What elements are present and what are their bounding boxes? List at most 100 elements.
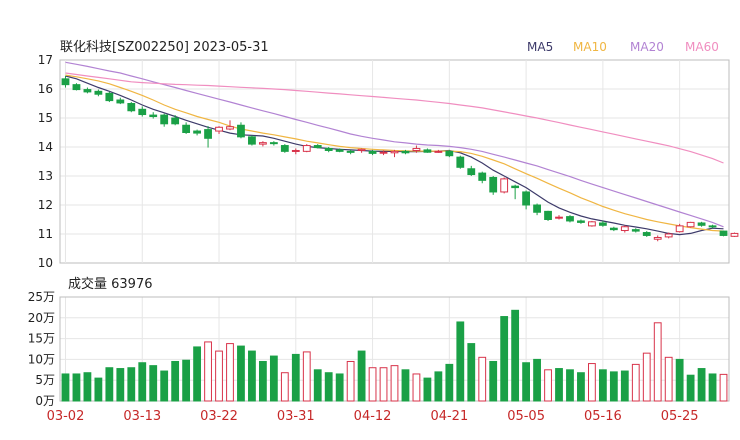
price-y-axis: 10 11 12 13 14 15 16 17 (38, 53, 53, 270)
volume-bar (193, 346, 201, 402)
volume-bar (686, 374, 695, 402)
volume-bar (324, 372, 333, 402)
price-tick-label: 13 (38, 169, 53, 183)
candle-body (357, 148, 366, 151)
volume-bar (302, 351, 311, 402)
date-tick-label: 05-05 (507, 409, 545, 424)
candle-body (138, 108, 147, 116)
volume-bar (182, 359, 191, 402)
candle-body (445, 150, 454, 157)
candle-body (489, 176, 498, 193)
candle-body (149, 114, 158, 118)
candle-body (72, 84, 81, 91)
candle-body (467, 168, 476, 176)
volume-bar (72, 373, 81, 402)
candle-body (555, 216, 563, 219)
legend-ma10: MA10 (573, 40, 607, 54)
volume-bar (588, 363, 596, 402)
date-tick-label: 04-21 (430, 409, 468, 424)
candle-body (379, 151, 388, 154)
volume-bar (675, 358, 684, 402)
candle-body (566, 216, 574, 222)
volume-bar (269, 355, 278, 402)
candle-body (346, 150, 355, 153)
candle-body (412, 147, 421, 151)
volume-bar (412, 373, 421, 402)
date-tick-label: 04-12 (354, 409, 392, 424)
volume-bar (226, 343, 234, 402)
candle-body (390, 150, 399, 154)
moving-average-lines (65, 61, 724, 236)
volume-bar (642, 352, 651, 402)
volume-bar (620, 370, 629, 402)
date-axis: 03-02 03-13 03-22 03-31 04-12 04-21 05-05 05-16… (47, 409, 699, 424)
volume-bar (204, 341, 212, 402)
volume-bars (61, 309, 728, 402)
volume-bar (149, 365, 158, 402)
chart-title: 联化科技[SZ002250] 2023-05-31 (60, 40, 269, 55)
candle-body (675, 225, 684, 233)
volume-tick-label: 15万 (28, 332, 55, 346)
price-tick-label: 12 (38, 198, 53, 212)
volume-bar (664, 356, 673, 402)
candle-body (226, 126, 234, 130)
volume-bar (533, 358, 541, 402)
price-frame (59, 59, 730, 264)
volume-bar (390, 365, 399, 402)
volume-bar (258, 360, 267, 402)
price-tick-label: 17 (38, 53, 53, 67)
candle-body (215, 126, 223, 132)
candle-body (522, 191, 531, 206)
candle-body (456, 156, 465, 168)
date-tick-label: 03-02 (47, 409, 85, 424)
candle-body (248, 136, 256, 145)
candle-body (335, 149, 344, 152)
candle-body (280, 145, 289, 152)
volume-bar (127, 367, 136, 402)
candlesticks (61, 75, 739, 242)
candle-body (642, 232, 651, 236)
price-grid (59, 59, 730, 264)
candle-body (730, 232, 739, 237)
volume-bar (215, 350, 223, 402)
volume-bar (138, 362, 147, 402)
volume-bar (346, 360, 355, 402)
date-tick-label: 03-22 (200, 409, 238, 424)
volume-bar (445, 363, 454, 402)
price-tick-label: 15 (38, 111, 53, 125)
candle-body (61, 78, 70, 86)
volume-bar (598, 369, 607, 402)
legend-ma60: MA60 (685, 40, 719, 54)
volume-bar (577, 372, 585, 402)
volume-bar (631, 363, 640, 402)
candle-body (708, 225, 717, 228)
volume-bar (357, 350, 366, 402)
volume-y-axis: 0万 5万 10万 15万 20万 25万 (28, 290, 55, 408)
price-tick-label: 11 (38, 227, 53, 241)
candle-body (609, 227, 618, 231)
volume-bar (544, 369, 552, 402)
volume-bar (555, 368, 563, 402)
candle-body (127, 103, 136, 112)
candle-body (500, 178, 509, 193)
candle-body (544, 210, 552, 221)
volume-tick-label: 20万 (28, 311, 55, 325)
volume-bar (61, 373, 70, 402)
volume-bar (280, 372, 289, 402)
volume-bar (708, 373, 717, 402)
candle-body (577, 220, 585, 223)
volume-tick-label: 0万 (35, 394, 55, 408)
candle-body (324, 147, 333, 151)
volume-tick-label: 10万 (28, 352, 55, 366)
date-tick-label: 05-16 (584, 409, 622, 424)
volume-bar (368, 367, 377, 402)
price-tick-label: 10 (38, 256, 53, 270)
candle-body (686, 221, 695, 228)
volume-tick-label: 5万 (35, 373, 55, 387)
candle-body (533, 204, 541, 213)
candle-body (182, 124, 191, 133)
candle-body (719, 230, 728, 236)
candle-body (511, 185, 520, 189)
volume-bar (489, 360, 498, 402)
